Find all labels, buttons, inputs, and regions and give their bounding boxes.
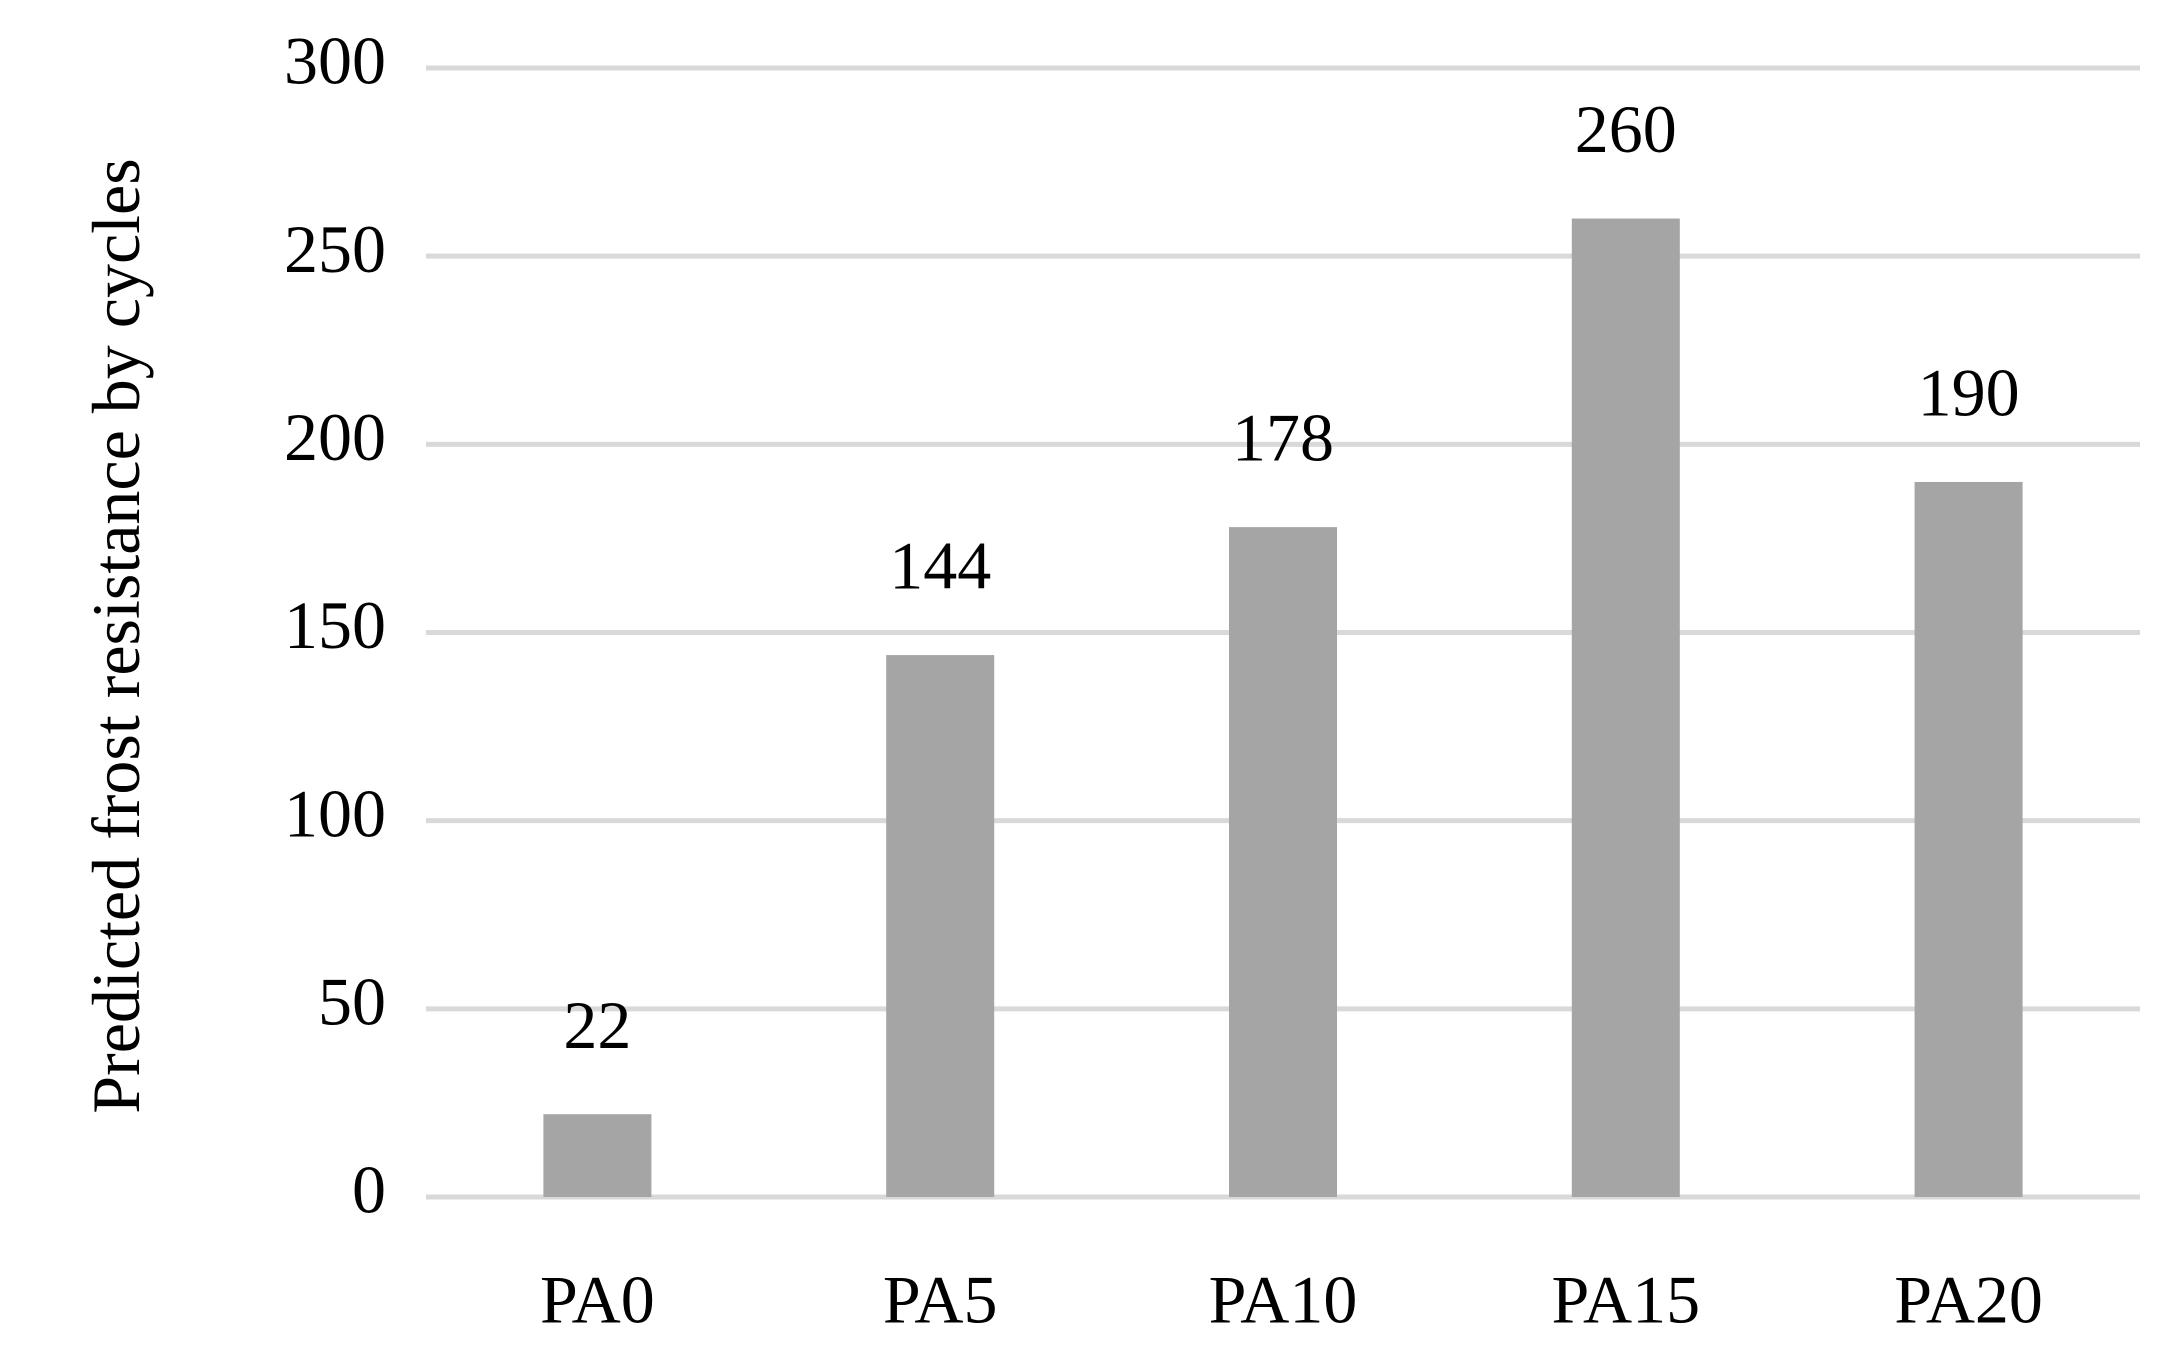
bar — [1914, 481, 2023, 1197]
data-label: 144 — [889, 528, 991, 604]
y-tick-label: 150 — [284, 587, 386, 663]
y-tick-label: 300 — [284, 23, 386, 99]
x-tick-label: PA5 — [883, 1262, 998, 1338]
x-tick-label: PA0 — [540, 1262, 655, 1338]
x-tick-label: PA10 — [1209, 1262, 1358, 1338]
data-label: 178 — [1232, 400, 1334, 476]
bar — [886, 655, 995, 1197]
y-axis-label: Predicted frost resistance by cycles — [78, 158, 154, 1114]
y-tick-label: 250 — [284, 211, 386, 287]
bar — [543, 1114, 652, 1197]
bar — [1229, 527, 1337, 1197]
y-tick-label: 100 — [284, 775, 386, 851]
y-tick-label: 0 — [352, 1152, 386, 1228]
bar — [1571, 218, 1680, 1198]
data-label: 190 — [1918, 355, 2020, 431]
data-label: 22 — [563, 987, 631, 1063]
y-tick-label: 50 — [318, 963, 386, 1039]
data-label: 260 — [1575, 91, 1677, 167]
y-tick-label: 200 — [284, 399, 386, 475]
x-tick-label: PA15 — [1551, 1262, 1700, 1338]
x-tick-label: PA20 — [1894, 1262, 2043, 1338]
